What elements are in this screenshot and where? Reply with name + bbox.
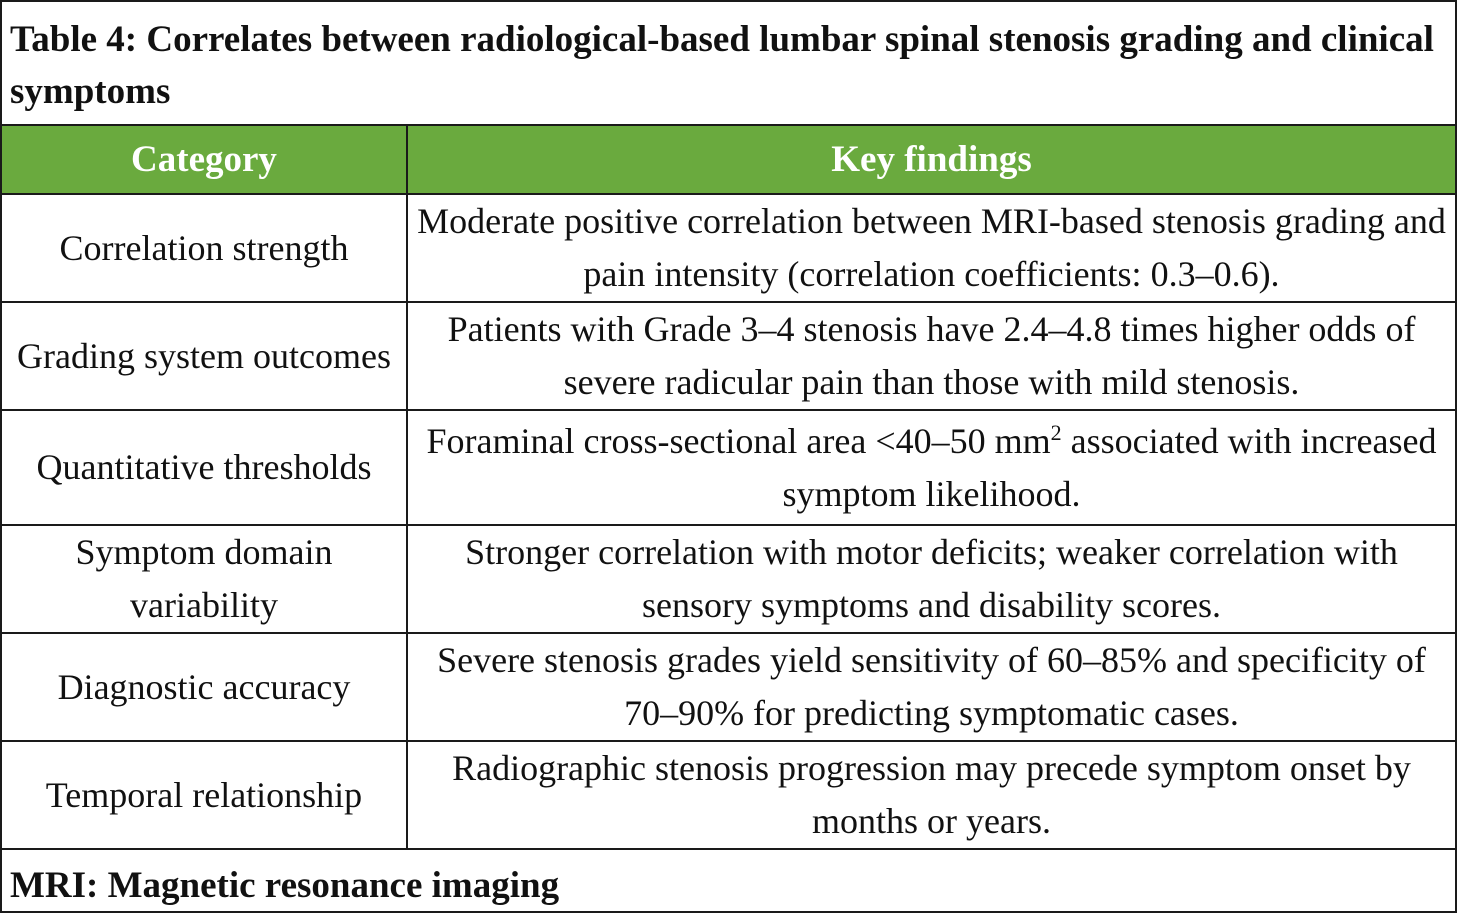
finding-text-post: associated with increased symptom likeli… [782,420,1437,514]
finding-cell: Foraminal cross-sectional area <40–50 mm… [407,410,1455,526]
finding-cell: Stronger correlation with motor deficits… [407,525,1455,634]
finding-cell: Moderate positive correlation between MR… [407,194,1455,303]
category-cell: Grading system outcomes [2,302,408,411]
finding-cell: Patients with Grade 3–4 stenosis have 2.… [407,302,1455,411]
finding-cell: Radiographic stenosis progression may pr… [407,741,1455,850]
superscript-2: 2 [1050,419,1062,445]
category-cell: Quantitative thresholds [2,410,408,526]
findings-table: Category Key findings Correlation streng… [2,126,1455,850]
table-row: Symptom domain variability Stronger corr… [2,525,1455,634]
table-row: Temporal relationship Radiographic steno… [2,741,1455,850]
header-row: Category Key findings [2,126,1455,195]
category-cell: Correlation strength [2,194,408,303]
category-cell: Diagnostic accuracy [2,633,408,742]
column-header-category: Category [2,126,408,195]
category-cell: Temporal relationship [2,741,408,850]
finding-text-pre: Foraminal cross-sectional area <40–50 mm [426,420,1051,461]
table-row: Grading system outcomes Patients with Gr… [2,302,1455,411]
column-header-key-findings: Key findings [407,126,1455,195]
table-row: Diagnostic accuracy Severe stenosis grad… [2,633,1455,742]
finding-cell: Severe stenosis grades yield sensitivity… [407,633,1455,742]
category-cell: Symptom domain variability [2,525,408,634]
table-footnote: MRI: Magnetic resonance imaging [10,865,560,906]
table-title: Table 4: Correlates between radiological… [2,2,1455,126]
table-row: Quantitative thresholds Foraminal cross-… [2,410,1455,526]
table-row: Correlation strength Moderate positive c… [2,194,1455,303]
